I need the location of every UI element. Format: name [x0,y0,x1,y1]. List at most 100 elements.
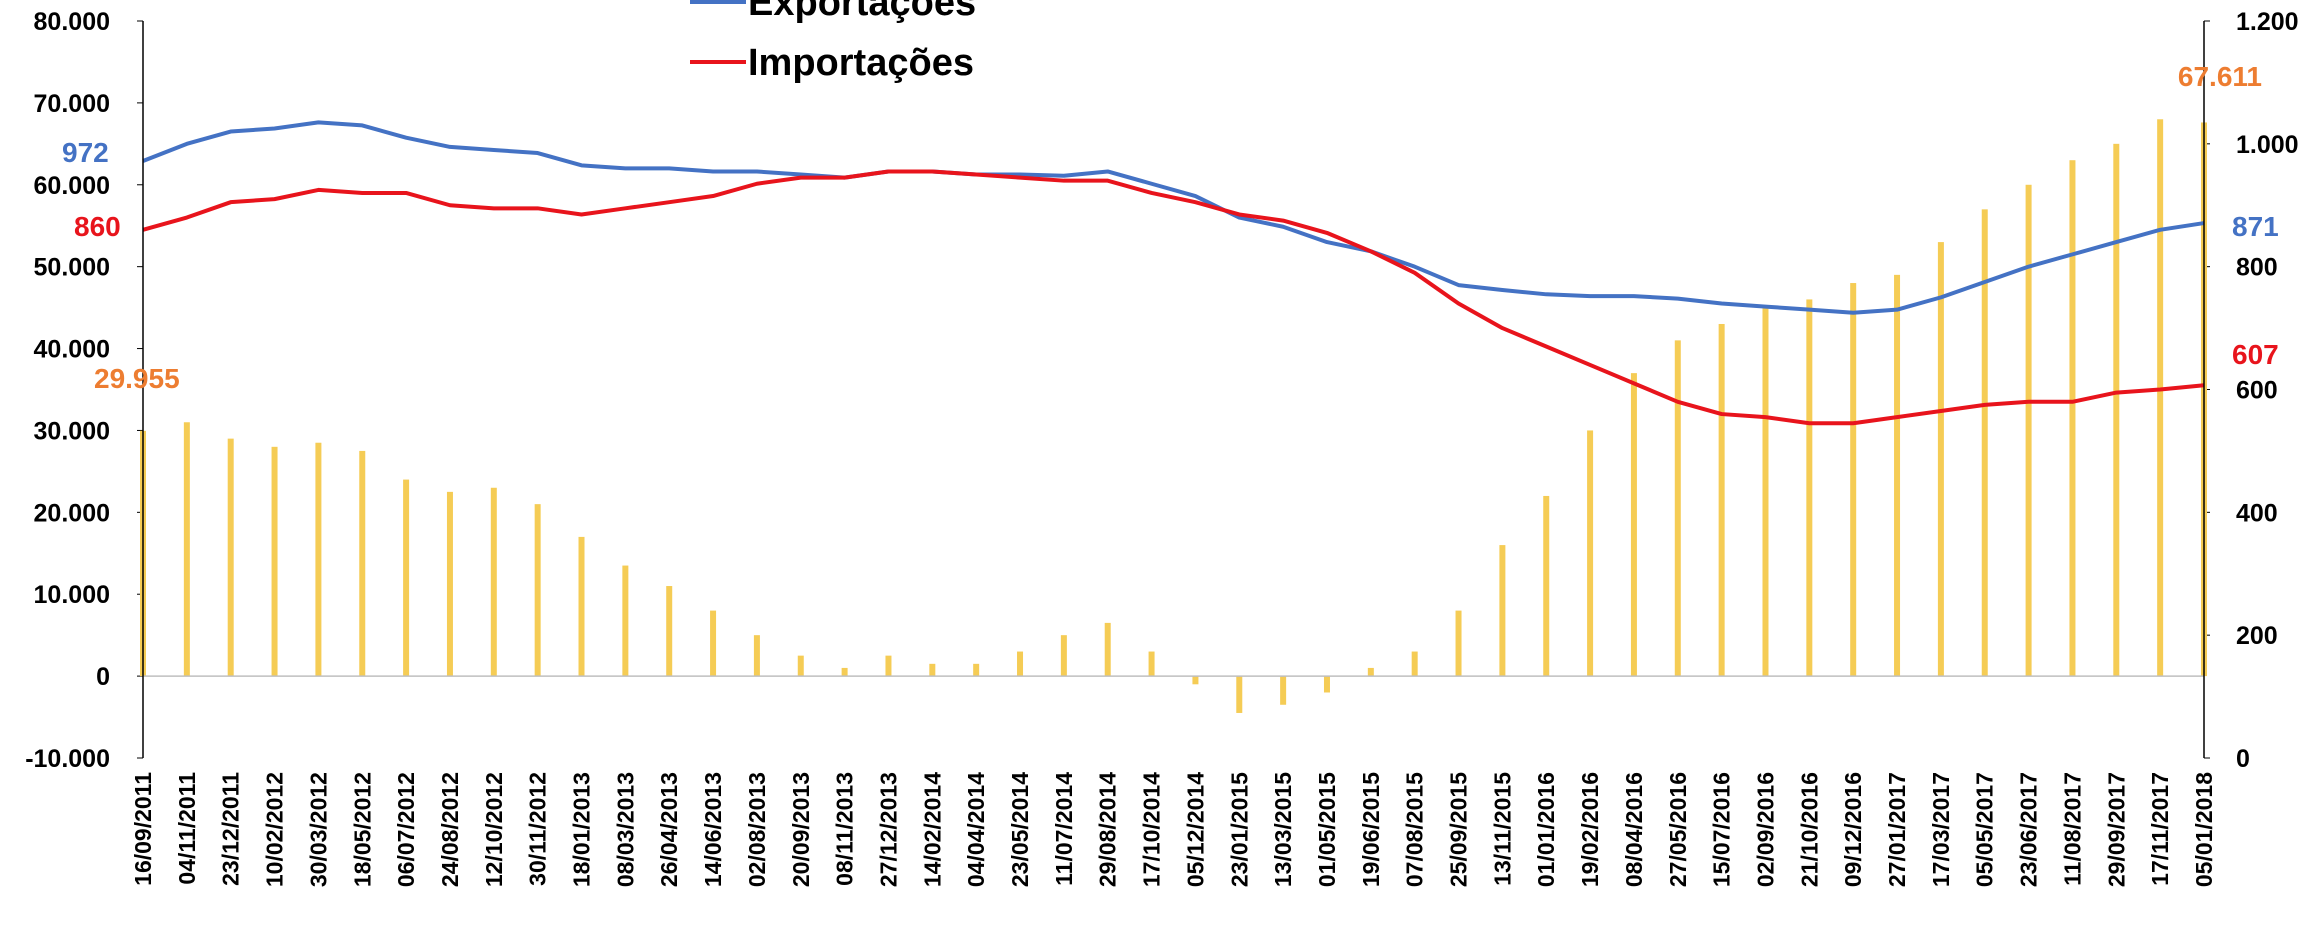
x-tick-label: 27/05/2016 [1665,772,1691,887]
bar [359,450,366,677]
bar [1718,323,1725,677]
x-tick-label: 23/05/2014 [1007,772,1033,887]
x-tick-label: 05/12/2014 [1182,772,1208,887]
bar [1411,651,1418,677]
x-tick-label: 04/04/2014 [963,772,989,887]
x-tick-label: 17/11/2017 [2147,772,2173,886]
x-tick-label: 30/03/2012 [305,772,331,887]
y2-tick-label: 1.200 [2236,8,2299,36]
bar [1148,651,1155,677]
legend-label: Importações [748,42,974,84]
bar [973,663,980,677]
y2-tick-label: 800 [2236,254,2278,282]
x-tick-label: 21/10/2016 [1796,772,1822,887]
y-tick-label: 40.000 [34,336,110,364]
y-tick-label: 80.000 [34,8,110,36]
x-tick-label: 11/07/2014 [1051,772,1077,886]
y-tick-label: 0 [96,663,110,691]
x-tick-label: 16/09/2011 [130,772,156,886]
bar [1280,676,1287,705]
x-tick-label: 05/01/2018 [2191,772,2217,887]
bar [2113,143,2120,677]
y2-tick-label: 600 [2236,377,2278,405]
y2-tick-label: 1.000 [2236,131,2299,159]
bar [1762,307,1769,677]
x-tick-label: 27/12/2013 [875,772,901,887]
y-tick-label: 30.000 [34,417,110,445]
bar [1806,299,1813,677]
x-tick-label: 19/02/2016 [1577,772,1603,887]
x-tick-label: 01/01/2016 [1533,772,1559,887]
x-tick-label: 18/01/2013 [569,772,595,887]
annotation: 67.611 [2178,61,2262,92]
y-tick-label: 20.000 [34,499,110,527]
x-tick-label: 08/11/2013 [832,772,858,886]
y2-tick-label: 200 [2236,622,2278,650]
x-tick-label: 18/05/2012 [349,772,375,887]
x-tick-label: 19/06/2015 [1358,772,1384,887]
bar [885,655,892,677]
x-tick-label: 08/04/2016 [1621,772,1647,887]
bar [227,438,234,677]
bar [622,565,629,677]
bar [1674,340,1681,677]
x-tick-label: 11/08/2017 [2059,772,2085,886]
x-tick-label: 25/09/2015 [1446,772,1472,887]
x-tick-label: 24/08/2012 [437,772,463,887]
bar [1894,274,1901,677]
bar [753,635,760,677]
bar [403,479,410,677]
y2-tick-label: 400 [2236,499,2278,527]
line-series [142,120,2205,315]
bar [534,504,541,677]
bar [2069,160,2076,677]
x-tick-label: 29/09/2017 [2103,772,2129,887]
y-tick-label: 10.000 [34,581,110,609]
annotation: 607 [2232,339,2279,370]
bar [1937,242,1944,677]
x-tick-label: 29/08/2014 [1095,772,1121,887]
x-tick-label: 01/05/2015 [1314,772,1340,887]
bar [841,667,848,677]
x-tick-label: 15/07/2016 [1709,772,1735,887]
bar [183,422,190,677]
bar [1543,495,1550,677]
x-tick-label: 06/07/2012 [393,772,419,887]
bar [446,491,453,677]
x-tick-label: 30/11/2012 [525,772,551,886]
x-tick-label: 17/10/2014 [1139,772,1165,887]
x-tick-label: 05/05/2017 [1972,772,1998,887]
x-tick-label: 12/10/2012 [481,772,507,887]
x-tick-label: 09/12/2016 [1840,772,1866,887]
x-tick-label: 08/03/2013 [612,772,638,887]
x-tick-label: 23/06/2017 [2016,772,2042,887]
bar [1630,373,1637,677]
bar [1060,635,1067,677]
x-tick-label: 02/08/2013 [744,772,770,887]
x-tick-label: 23/12/2011 [218,772,244,886]
x-tick-label: 20/09/2013 [788,772,814,887]
bar [797,655,804,677]
bar [1192,676,1199,685]
bar [578,536,585,677]
x-tick-label: 14/02/2014 [919,772,945,887]
x-tick-label: 10/02/2012 [262,772,288,887]
bar [315,442,322,677]
bar [1104,622,1111,677]
annotation: 871 [2232,211,2279,242]
bar [2025,184,2032,677]
line-series [142,169,2205,426]
x-tick-label: 27/01/2017 [1884,772,1910,887]
y-tick-label: 50.000 [34,254,110,282]
bar [490,487,497,677]
annotation: 860 [74,211,121,242]
bar [1323,676,1330,693]
bar [1017,651,1024,677]
y-tick-label: 70.000 [34,90,110,118]
bar [1587,430,1594,677]
bar [1367,667,1374,677]
y-tick-label: -10.000 [25,745,110,773]
x-tick-label: 17/03/2017 [1928,772,1954,887]
bar [1981,209,1988,677]
